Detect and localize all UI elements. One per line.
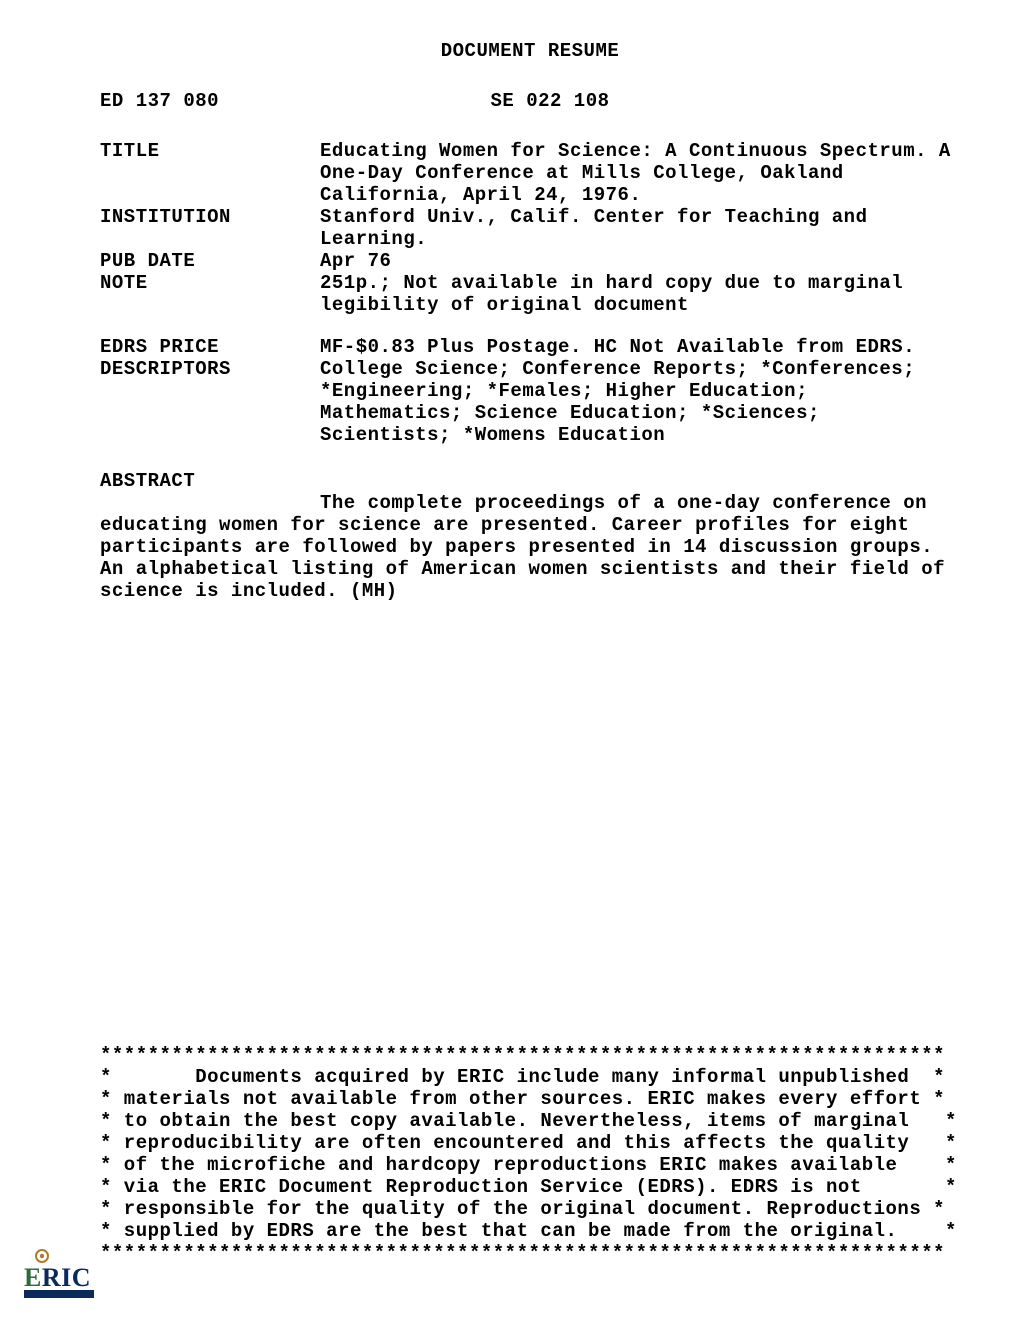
field-edrs-price: EDRS PRICE MF-$0.83 Plus Postage. HC Not… (100, 336, 960, 358)
eric-logo-svg: ERIC (24, 1244, 108, 1302)
institution-label: INSTITUTION (100, 206, 320, 250)
abstract-heading: ABSTRACT (100, 470, 960, 492)
field-institution: INSTITUTION Stanford Univ., Calif. Cente… (100, 206, 960, 250)
title-value: Educating Women for Science: A Continuou… (320, 140, 960, 206)
stars-l2: * materials not available from other sou… (100, 1088, 945, 1110)
field-note: NOTE 251p.; Not available in hard copy d… (100, 272, 960, 316)
ed-number: ED 137 080 (100, 90, 320, 112)
logo-dot-icon (40, 1254, 44, 1258)
stars-bot: ****************************************… (100, 1242, 945, 1264)
logo-letter-e: E (24, 1263, 42, 1292)
stars-l1: * Documents acquired by ERIC include man… (100, 1066, 945, 1088)
descriptors-value: College Science; Conference Reports; *Co… (320, 358, 960, 446)
logo-bar-icon (24, 1290, 94, 1298)
stars-l8: * supplied by EDRS are the best that can… (100, 1220, 957, 1242)
stars-l3: * to obtain the best copy available. Nev… (100, 1110, 957, 1132)
se-number: SE 022 108 (320, 90, 960, 112)
edrs-price-label: EDRS PRICE (100, 336, 320, 358)
title-label: TITLE (100, 140, 320, 206)
document-resume-title: DOCUMENT RESUME (100, 40, 960, 62)
page: DOCUMENT RESUME ED 137 080 SE 022 108 TI… (0, 0, 1020, 1320)
institution-value: Stanford Univ., Calif. Center for Teachi… (320, 206, 960, 250)
fields-group-2: EDRS PRICE MF-$0.83 Plus Postage. HC Not… (100, 336, 960, 446)
abstract-text: The complete proceedings of a one-day co… (100, 492, 957, 602)
pubdate-label: PUB DATE (100, 250, 320, 272)
svg-text:ERIC: ERIC (24, 1263, 91, 1292)
stars-l6: * via the ERIC Document Reproduction Ser… (100, 1176, 957, 1198)
note-value: 251p.; Not available in hard copy due to… (320, 272, 960, 316)
note-label: NOTE (100, 272, 320, 316)
abstract-body: The complete proceedings of a one-day co… (100, 492, 960, 602)
stars-l5: * of the microfiche and hardcopy reprodu… (100, 1154, 957, 1176)
pubdate-value: Apr 76 (320, 250, 960, 272)
stars-l7: * responsible for the quality of the ori… (100, 1198, 945, 1220)
header-row: ED 137 080 SE 022 108 (100, 90, 960, 112)
field-title: TITLE Educating Women for Science: A Con… (100, 140, 960, 206)
stars-top: ****************************************… (100, 1044, 945, 1066)
field-pubdate: PUB DATE Apr 76 (100, 250, 960, 272)
stars-block: ****************************************… (100, 1022, 960, 1286)
field-descriptors: DESCRIPTORS College Science; Conference … (100, 358, 960, 446)
stars-l4: * reproducibility are often encountered … (100, 1132, 957, 1154)
edrs-price-value: MF-$0.83 Plus Postage. HC Not Available … (320, 336, 960, 358)
eric-logo: ERIC (24, 1244, 108, 1302)
fields-group-1: TITLE Educating Women for Science: A Con… (100, 140, 960, 316)
descriptors-label: DESCRIPTORS (100, 358, 320, 446)
logo-letters-ric: RIC (42, 1263, 91, 1292)
